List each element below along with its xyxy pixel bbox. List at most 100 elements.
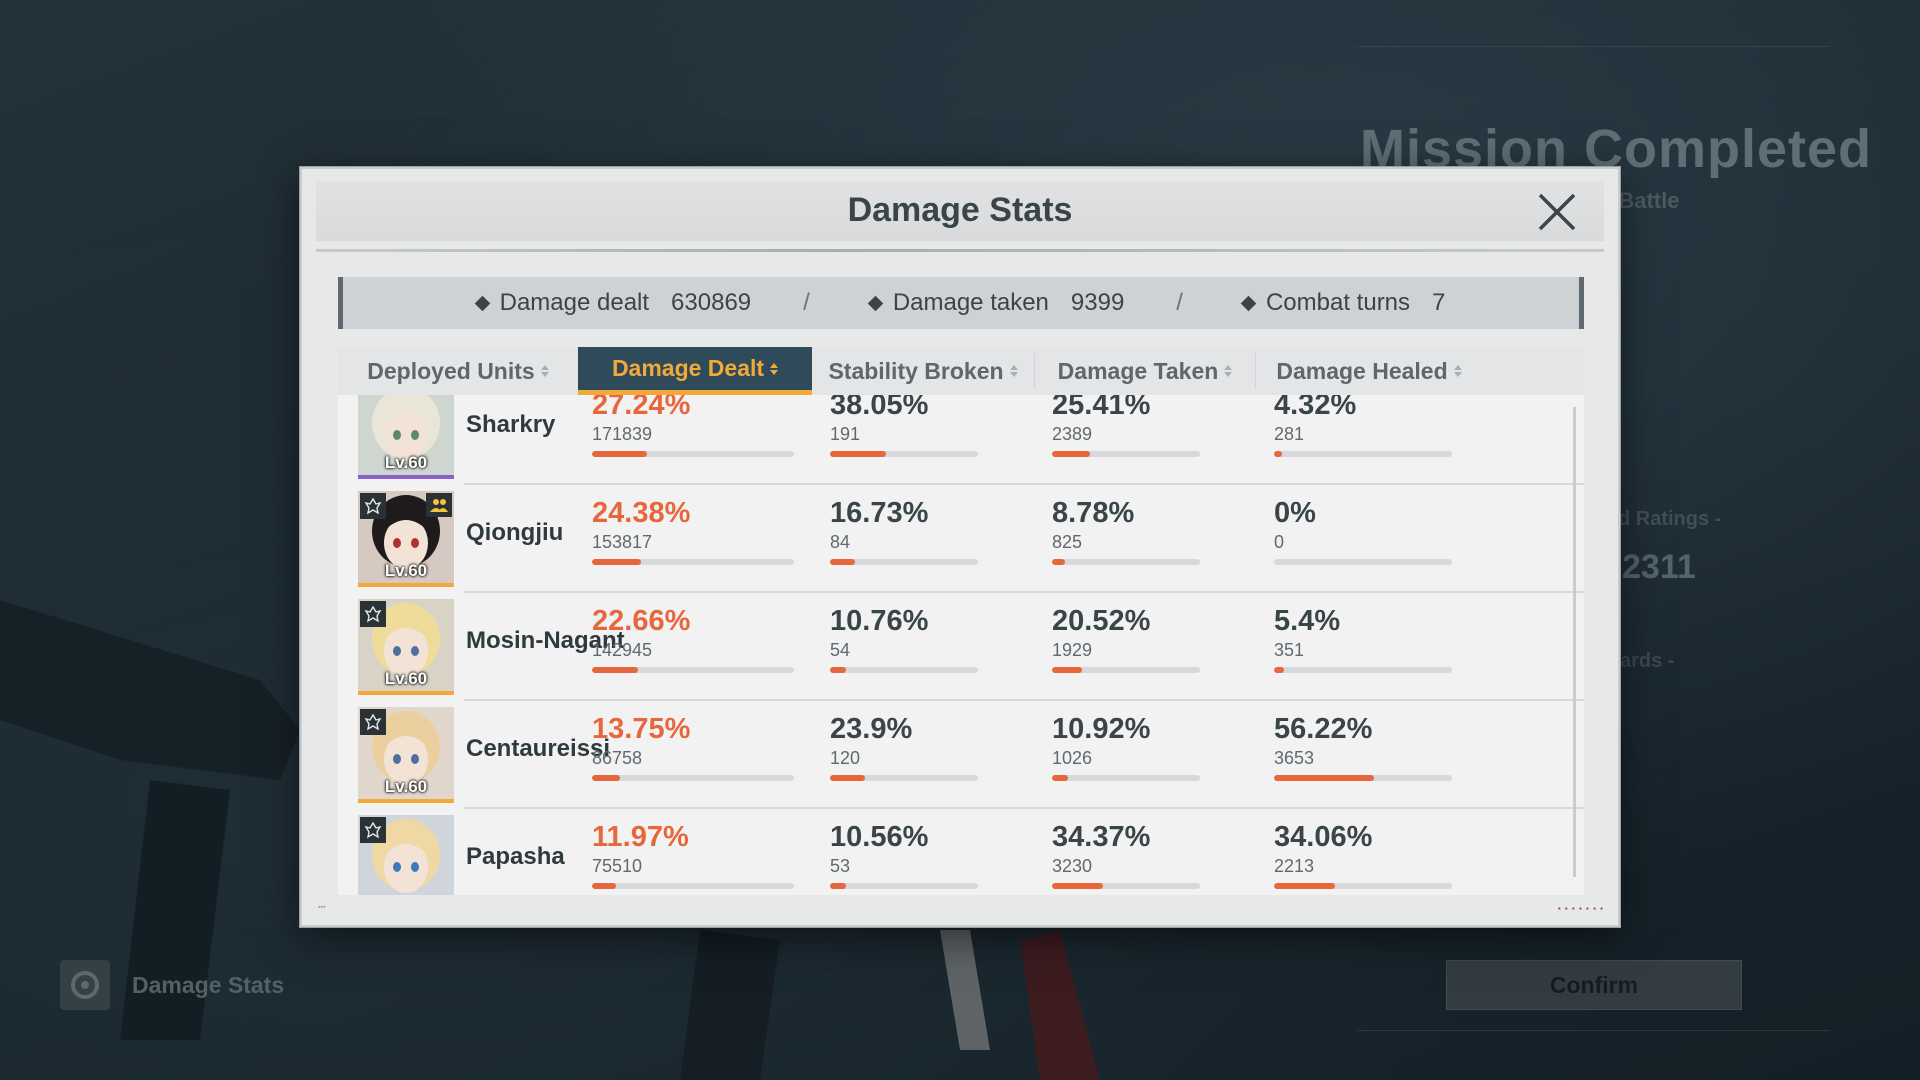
stability-broken-percent: 23.9%	[830, 713, 913, 745]
damage-dealt-value: 75510	[592, 856, 643, 876]
damage-healed-bar	[1274, 559, 1452, 565]
damage-taken-percent: 10.92%	[1052, 713, 1151, 745]
unit-level: Lv.60	[384, 561, 428, 580]
confirm-button[interactable]: Confirm	[1446, 960, 1742, 1010]
damage-taken-bar	[1052, 775, 1200, 781]
unit-name: Centaureissi	[466, 735, 611, 762]
summary-separator: /	[1176, 289, 1183, 316]
unit-class-badge	[360, 817, 386, 843]
damage-taken-bar-fill	[1052, 667, 1083, 673]
unit-row: Lv.60 Qiongjiu 24.38% 153817 16.73% 84 8…	[338, 485, 1584, 593]
damage-stats-modal: Damage Stats Damage dealt 630869 / Damag…	[300, 167, 1620, 927]
damage-healed-cell: 0% 0	[1274, 497, 1452, 565]
row-divider	[464, 483, 1584, 485]
damage-dealt-bar-fill	[592, 775, 620, 781]
unit-avatar[interactable]: Lv.60	[358, 599, 454, 695]
damage-dealt-percent: 13.75%	[592, 713, 691, 745]
damage-healed-cell: 34.06% 2213	[1274, 821, 1452, 889]
unit-avatar[interactable]: Lv.60	[358, 815, 454, 895]
stability-broken-percent: 10.76%	[830, 605, 929, 637]
close-x-icon	[1538, 193, 1576, 231]
damage-taken-bar-fill	[1052, 775, 1069, 781]
damage-healed-value: 281	[1274, 424, 1305, 444]
unit-portrait	[358, 491, 454, 587]
damage-healed-cell: 4.32% 281	[1274, 395, 1452, 457]
background-debris	[680, 930, 1100, 1080]
summary-damage-taken-value: 9399	[1070, 289, 1125, 316]
damage-taken-bar	[1052, 559, 1200, 565]
damage-dealt-bar	[592, 775, 794, 781]
background-weapon-silhouette	[0, 600, 300, 1040]
stability-broken-bar	[830, 775, 978, 781]
unit-avatar[interactable]: Lv.60	[358, 707, 454, 803]
unit-portrait	[358, 395, 454, 479]
unit-class-badge	[360, 493, 386, 519]
damage-dealt-bar-fill	[592, 559, 642, 565]
unit-class-badge	[360, 601, 386, 627]
summary-damage-dealt-value: 630869	[671, 289, 752, 316]
stability-broken-bar-fill	[830, 883, 846, 889]
damage-dealt-value: 86758	[592, 748, 643, 768]
damage-taken-value: 3230	[1052, 856, 1093, 876]
stability-broken-value: 191	[830, 424, 861, 444]
stability-broken-bar-fill	[830, 775, 866, 781]
table-scrollbar[interactable]	[1573, 407, 1576, 877]
column-label: Deployed Units	[367, 357, 535, 384]
damage-taken-value: 825	[1052, 532, 1083, 552]
summary-damage-dealt: Damage dealt 630869	[474, 289, 752, 317]
damage-healed-percent: 0%	[1274, 497, 1316, 529]
damage-dealt-value: 142945	[592, 640, 653, 660]
damage-dealt-cell: 27.24% 171839	[592, 395, 794, 457]
summary-combat-turns: Combat turns 7	[1240, 289, 1445, 317]
damage-healed-bar-fill	[1274, 775, 1375, 781]
class-icon	[364, 713, 382, 731]
unit-row: Lv.60 Sharkry 27.24% 171839 38.05% 191 2…	[338, 395, 1584, 485]
damage-taken-cell: 25.41% 2389	[1052, 395, 1200, 457]
column-label: Stability Broken	[828, 357, 1004, 384]
class-icon	[364, 497, 382, 515]
close-button[interactable]	[1534, 189, 1580, 235]
damage-taken-bar-fill	[1052, 883, 1103, 889]
stability-broken-cell: 23.9% 120	[830, 713, 978, 781]
damage-dealt-cell: 22.66% 142945	[592, 605, 794, 673]
damage-dealt-bar	[592, 451, 794, 457]
column-label: Damage Healed	[1276, 357, 1448, 384]
column-damage-dealt[interactable]: Damage Dealt	[578, 347, 812, 395]
table-body[interactable]: Lv.60 Sharkry 27.24% 171839 38.05% 191 2…	[338, 395, 1584, 895]
stability-broken-cell: 10.56% 53	[830, 821, 978, 889]
column-stability-broken[interactable]: Stability Broken	[812, 347, 1034, 395]
unit-class-badge	[360, 709, 386, 735]
damage-healed-value: 351	[1274, 640, 1305, 660]
damage-stats-shortcut[interactable]: Damage Stats	[60, 960, 284, 1010]
damage-healed-value: 0	[1274, 532, 1285, 552]
column-deployed-units[interactable]: Deployed Units	[338, 347, 578, 395]
column-label: Damage Dealt	[611, 355, 765, 381]
diamond-bullet-icon	[474, 295, 490, 311]
summary-combat-turns-label: Combat turns	[1265, 289, 1411, 316]
unit-name: Qiongjiu	[466, 519, 564, 546]
column-damage-healed[interactable]: Damage Healed	[1256, 347, 1482, 395]
column-damage-taken[interactable]: Damage Taken	[1035, 347, 1255, 395]
damage-healed-percent: 34.06%	[1274, 821, 1373, 853]
summary-separator: /	[803, 289, 810, 316]
column-label: Damage Taken	[1057, 357, 1219, 384]
damage-dealt-bar	[592, 559, 794, 565]
row-divider	[464, 807, 1584, 809]
rarity-bar	[358, 799, 454, 803]
stability-broken-value: 84	[830, 532, 851, 552]
damage-taken-bar	[1052, 883, 1200, 889]
unit-row: Lv.60 Papasha 11.97% 75510 10.56% 53 34.…	[338, 809, 1584, 895]
unit-avatar[interactable]: Lv.60	[358, 395, 454, 479]
unit-portrait	[358, 815, 454, 895]
stability-broken-bar-fill	[830, 667, 846, 673]
damage-taken-bar	[1052, 451, 1200, 457]
stability-broken-cell: 16.73% 84	[830, 497, 978, 565]
damage-dealt-percent: 22.66%	[592, 605, 691, 637]
unit-avatar[interactable]: Lv.60	[358, 491, 454, 587]
summary-damage-taken-label: Damage taken	[892, 289, 1049, 316]
ratings-label: d Ratings -	[1618, 508, 1722, 530]
rarity-bar	[358, 475, 454, 479]
summary-damage-dealt-label: Damage dealt	[499, 289, 650, 316]
damage-taken-value: 2389	[1052, 424, 1093, 444]
stability-broken-value: 120	[830, 748, 861, 768]
